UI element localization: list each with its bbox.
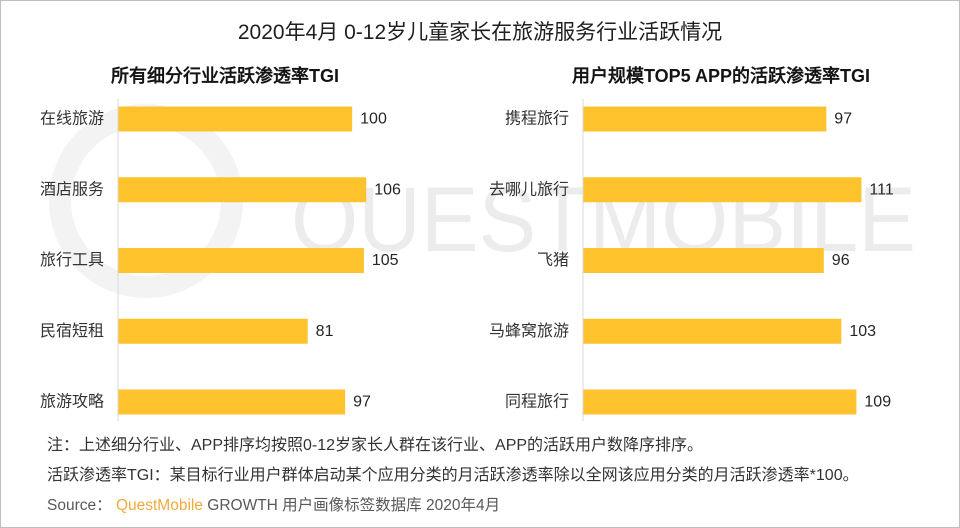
category-label: 在线旅游 [40,110,104,128]
value-label: 111 [869,181,893,198]
category-label: 去哪儿旅行 [489,180,569,198]
chart-title: 2020年4月 0-12岁儿童家长在旅游服务行业活跃情况 [1,19,959,47]
category-label: 旅游攻略 [40,393,104,411]
value-label: 100 [360,111,387,128]
source-label: Source： [47,497,112,514]
category-label: 马蜂窝旅游 [489,322,569,340]
bar [583,107,826,132]
value-label: 109 [864,394,891,411]
category-label: 酒店服务 [40,180,104,198]
chart-page: QUESTMOBILE 在线旅游 100 酒店服务 106 旅行工具 105 民宿短租 81 旅… [0,0,960,528]
source-text: GROWTH 用户画像标签数据库 2020年4月 [207,497,500,514]
category-label: 同程旅行 [505,393,569,411]
source-brand: QuestMobile [116,497,203,514]
bar [583,390,856,415]
source-line: Source： QuestMobile GROWTH 用户画像标签数据库 202… [47,495,500,517]
value-label: 103 [849,323,876,340]
bar [583,319,841,344]
category-label: 飞猪 [537,251,569,269]
value-label: 97 [834,111,852,128]
value-label: 106 [374,181,401,198]
category-label: 民宿短租 [40,322,104,340]
value-label: 105 [372,252,399,269]
category-label: 旅行工具 [40,251,104,269]
left-chart-title: 所有细分行业活跃渗透率TGI [25,63,425,89]
category-label: 携程旅行 [505,110,569,128]
value-label: 96 [832,252,850,269]
bar [583,177,861,202]
value-label: 97 [353,394,371,411]
right-bar-chart: 携程旅行 97 去哪儿旅行 111 飞猪 96 马蜂窝旅游 103 同程旅行 109 [489,99,894,421]
value-label: 81 [316,323,334,340]
bar [118,107,352,132]
bar [118,390,345,415]
footnote-tgi-definition: 活跃渗透率TGI：某目标行业用户群体启动某个应用分类的月活跃渗透率除以全网该应用… [47,465,859,487]
bar [118,319,308,344]
right-chart-title: 用户规模TOP5 APP的活跃渗透率TGI [521,63,921,89]
bar [583,248,824,273]
bar [118,248,364,273]
footnote-sorting: 注：上述细分行业、APP排序均按照0-12岁家长人群在该行业、APP的活跃用户数… [47,435,703,457]
bar [118,177,366,202]
